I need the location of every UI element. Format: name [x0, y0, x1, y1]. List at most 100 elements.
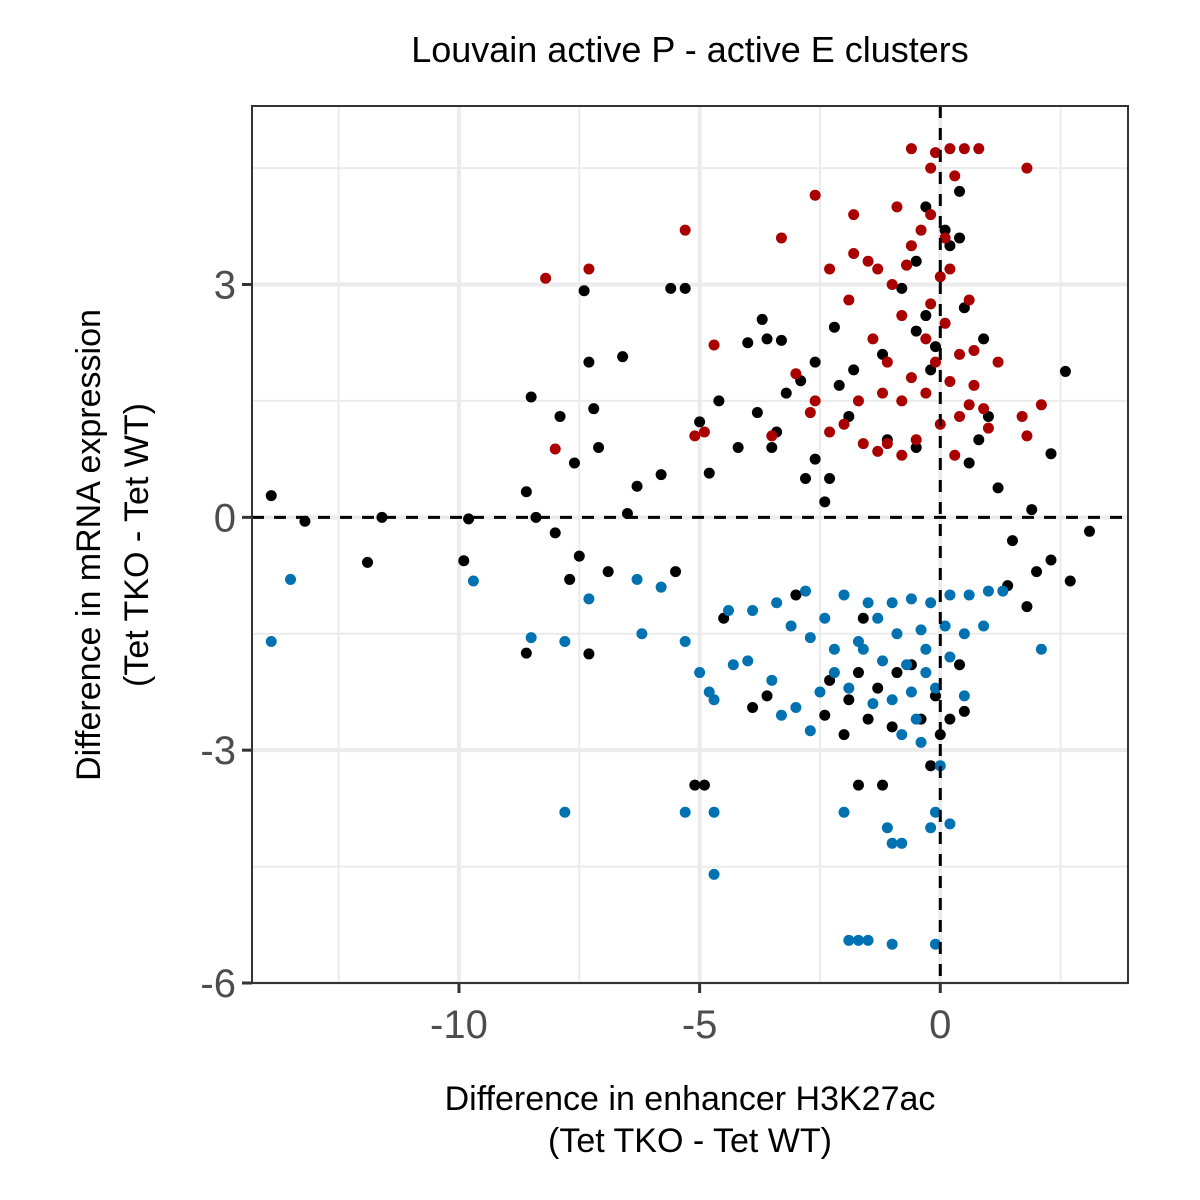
data-point-neutral: [703, 467, 715, 479]
data-point-up: [925, 162, 937, 174]
data-point-neutral: [1031, 566, 1043, 578]
data-point-up: [963, 399, 975, 411]
data-point-down: [525, 632, 537, 644]
data-point-up: [934, 271, 946, 283]
data-point-up: [838, 418, 850, 430]
data-point-neutral: [742, 337, 754, 349]
data-point-up: [978, 403, 990, 415]
data-point-up: [968, 344, 980, 356]
data-point-down: [694, 667, 706, 679]
chart-title: Louvain active P - active E clusters: [411, 29, 969, 70]
data-point-neutral: [583, 356, 595, 368]
axes: -10 -5 0 -6 -3 0 3: [200, 264, 951, 1047]
x-tick-label: 0: [929, 1003, 951, 1047]
data-point-up: [708, 339, 720, 351]
data-point-down: [747, 604, 759, 616]
data-point-neutral: [756, 313, 768, 325]
data-point-down: [655, 581, 667, 593]
data-point-up: [1035, 399, 1047, 411]
data-point-up: [809, 189, 821, 201]
data-point-neutral: [852, 779, 864, 791]
x-axis-title-line1: Difference in enhancer H3K27ac: [445, 1080, 936, 1118]
data-point-up: [848, 247, 860, 259]
data-point-down: [804, 725, 816, 737]
data-point-down: [896, 837, 908, 849]
data-point-neutral: [929, 690, 941, 702]
data-point-up: [549, 443, 561, 455]
data-point-down: [828, 667, 840, 679]
y-axis-title-line2: (Tet TKO - Tet WT): [118, 403, 156, 687]
data-point-neutral: [809, 453, 821, 465]
data-point-down: [891, 628, 903, 640]
data-point-neutral: [848, 364, 860, 376]
data-point-down: [877, 655, 889, 667]
data-point-up: [881, 438, 893, 450]
data-point-down: [857, 643, 869, 655]
data-point-neutral: [602, 566, 614, 578]
data-point-neutral: [929, 341, 941, 353]
data-point-neutral: [891, 667, 903, 679]
data-point-neutral: [1045, 554, 1057, 566]
data-point-neutral: [679, 282, 691, 294]
data-point-neutral: [583, 648, 595, 660]
data-point-down: [881, 822, 893, 834]
data-point-up: [915, 224, 927, 236]
data-point-down: [636, 628, 648, 640]
data-point-down: [819, 612, 831, 624]
data-point-neutral: [954, 185, 966, 197]
data-point-down: [708, 806, 720, 818]
data-point-neutral: [978, 333, 990, 345]
data-point-down: [785, 620, 797, 632]
data-point-down: [766, 674, 778, 686]
data-point-up: [982, 422, 994, 434]
data-point-down: [800, 585, 812, 597]
data-point-neutral: [775, 334, 787, 346]
y-axis-title: Difference in mRNA expression (Tet TKO -…: [70, 309, 156, 781]
data-point-neutral: [958, 705, 970, 717]
data-point-up: [901, 259, 913, 271]
x-tick-label: -5: [682, 1003, 718, 1047]
data-point-neutral: [761, 690, 773, 702]
data-point-neutral: [732, 441, 744, 453]
data-point-neutral: [954, 232, 966, 244]
data-point-down: [958, 690, 970, 702]
data-point-down: [958, 628, 970, 640]
data-point-neutral: [862, 713, 874, 725]
data-point-down: [838, 806, 850, 818]
y-tick-label: 3: [214, 264, 236, 308]
data-point-down: [867, 698, 879, 710]
data-point-up: [824, 426, 836, 438]
data-point-up: [679, 224, 691, 236]
data-point-down: [915, 736, 927, 748]
data-point-down: [804, 632, 816, 644]
data-point-neutral: [800, 473, 812, 485]
data-point-up: [891, 201, 903, 213]
data-point-up: [949, 170, 961, 182]
data-point-neutral: [1064, 575, 1076, 587]
data-point-neutral: [910, 325, 922, 337]
data-point-down: [982, 585, 994, 597]
data-point-neutral: [857, 612, 869, 624]
data-point-neutral: [376, 511, 388, 523]
data-point-up: [905, 143, 917, 155]
data-point-up: [852, 395, 864, 407]
data-point-neutral: [520, 486, 532, 498]
data-point-up: [862, 255, 874, 267]
data-point-neutral: [751, 407, 763, 419]
data-point-neutral: [886, 721, 898, 733]
data-point-up: [896, 310, 908, 322]
data-point-down: [905, 593, 917, 605]
data-point-down: [265, 636, 277, 648]
data-point-down: [886, 597, 898, 609]
data-point-neutral: [265, 490, 277, 502]
data-point-up: [939, 317, 951, 329]
data-point-neutral: [920, 310, 932, 322]
data-point-up: [925, 209, 937, 221]
data-point-down: [852, 934, 864, 946]
data-point-neutral: [877, 779, 889, 791]
data-point-down: [814, 686, 826, 698]
data-point-up: [809, 395, 821, 407]
data-point-down: [929, 938, 941, 950]
data-point-down: [886, 694, 898, 706]
panel-border: [251, 105, 1129, 984]
